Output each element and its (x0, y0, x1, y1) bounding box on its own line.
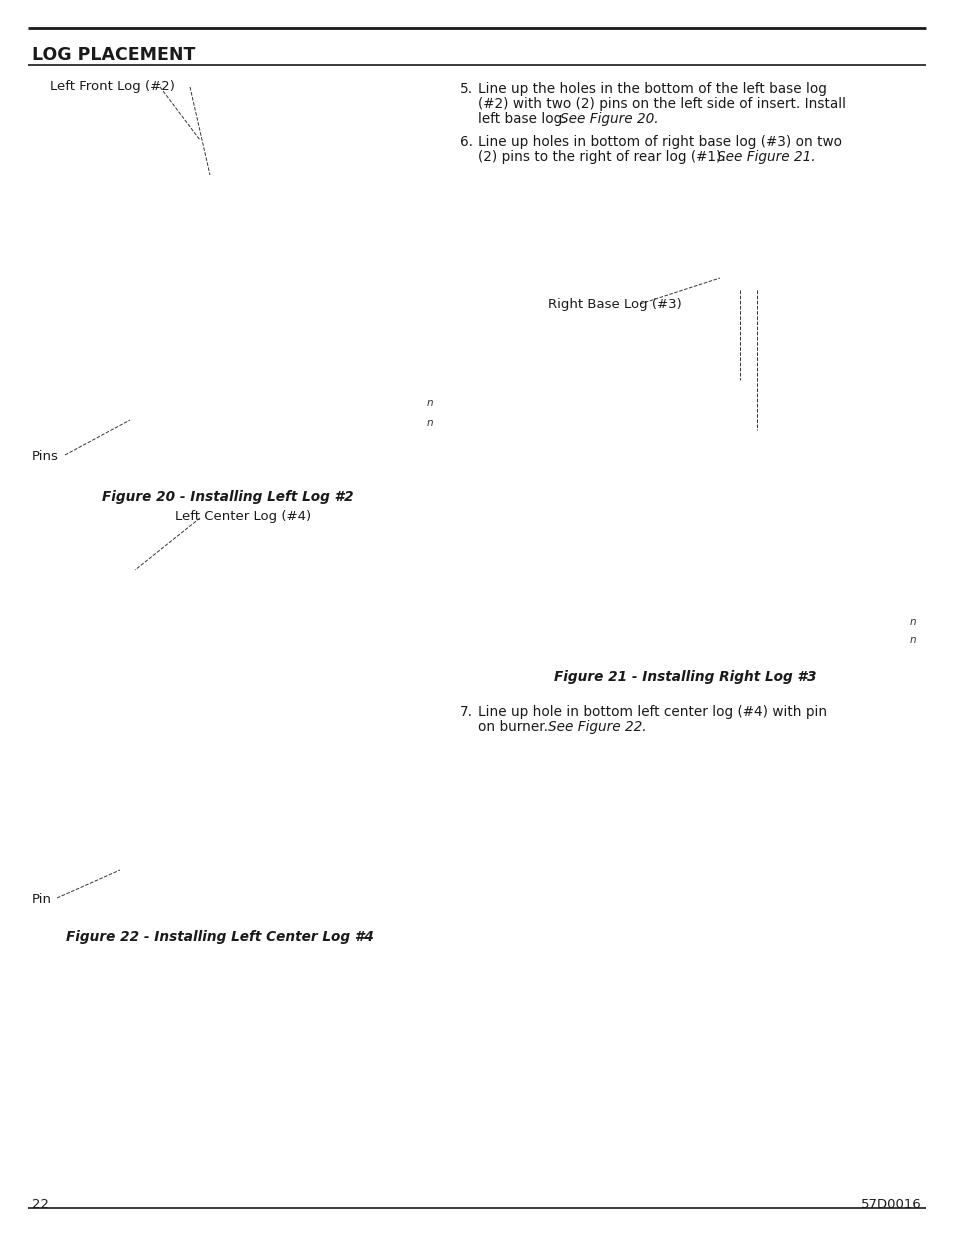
Text: Line up the holes in the bottom of the left base log: Line up the holes in the bottom of the l… (477, 82, 826, 96)
Text: See Figure 21.: See Figure 21. (717, 149, 815, 164)
Text: Line up holes in bottom of right base log (#3) on two: Line up holes in bottom of right base lo… (477, 135, 841, 149)
Text: Left Front Log (#2): Left Front Log (#2) (50, 80, 174, 93)
Text: See Figure 22.: See Figure 22. (547, 720, 646, 734)
Text: 7.: 7. (459, 705, 473, 719)
Text: (#2) with two (2) pins on the left side of insert. Install: (#2) with two (2) pins on the left side … (477, 98, 845, 111)
Text: 5.: 5. (459, 82, 473, 96)
Text: left base log.: left base log. (477, 112, 571, 126)
Text: on burner.: on burner. (477, 720, 552, 734)
Text: 6.: 6. (459, 135, 473, 149)
Text: Left Center Log (#4): Left Center Log (#4) (174, 510, 311, 522)
Text: 57D0016: 57D0016 (861, 1198, 921, 1212)
Text: Figure 20 - Installing Left Log #2: Figure 20 - Installing Left Log #2 (102, 490, 354, 504)
Text: Figure 22 - Installing Left Center Log #4: Figure 22 - Installing Left Center Log #… (66, 930, 374, 944)
Text: Pins: Pins (32, 450, 59, 463)
Text: Right Base Log (#3): Right Base Log (#3) (547, 298, 681, 311)
Text: n: n (909, 635, 916, 645)
Text: Line up hole in bottom left center log (#4) with pin: Line up hole in bottom left center log (… (477, 705, 826, 719)
Text: n: n (427, 398, 434, 408)
Text: Figure 21 - Installing Right Log #3: Figure 21 - Installing Right Log #3 (553, 671, 816, 684)
Text: Pin: Pin (32, 893, 52, 906)
Text: (2) pins to the right of rear log (#1).: (2) pins to the right of rear log (#1). (477, 149, 729, 164)
Text: n: n (427, 417, 434, 429)
Text: 22: 22 (32, 1198, 49, 1212)
Text: See Figure 20.: See Figure 20. (559, 112, 658, 126)
Text: n: n (909, 618, 916, 627)
Text: LOG PLACEMENT: LOG PLACEMENT (32, 46, 195, 64)
